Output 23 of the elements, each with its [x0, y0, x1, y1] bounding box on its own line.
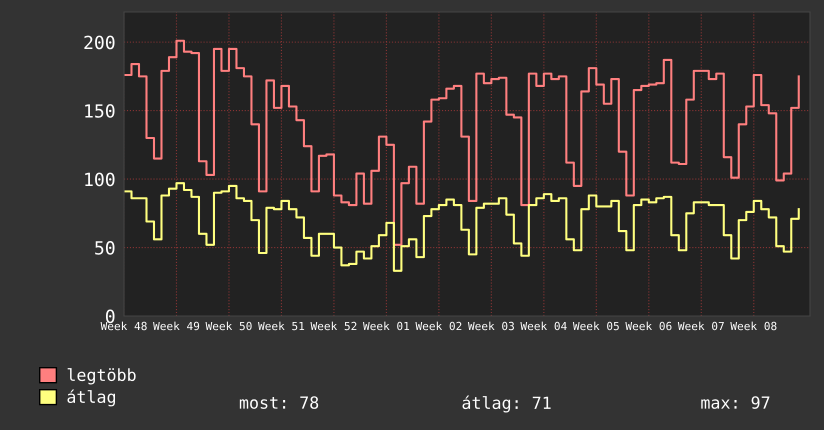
- x-tick-label: Week 04: [520, 322, 567, 330]
- x-tick-label: Week 52: [310, 322, 356, 330]
- x-tick-label: Week 07: [678, 322, 724, 330]
- legend-label: legtöbb: [68, 368, 136, 384]
- x-tick-label: Week 50: [206, 322, 252, 330]
- x-tick-label: Week 01: [362, 322, 410, 330]
- x-tick-label: Week 51: [258, 322, 304, 330]
- text: max: 97: [701, 396, 770, 409]
- x-tick-label: Week 05: [572, 322, 619, 330]
- y-tick-label: 200: [84, 36, 114, 50]
- text: most: 78: [240, 396, 318, 409]
- x-tick-label: Week 49: [153, 322, 200, 330]
- x-tick-label: Week 48: [100, 322, 147, 330]
- x-tick-label: Week 03: [468, 322, 514, 330]
- legend-label: átlag: [67, 389, 116, 406]
- y-tick-label: 150: [85, 104, 114, 118]
- y-tick-label: 50: [95, 241, 114, 255]
- text: átlag: 71: [462, 396, 551, 412]
- y-tick-label: 100: [85, 172, 114, 186]
- x-tick-label: Week 08: [730, 322, 776, 330]
- y-tick-label: 0: [106, 310, 114, 324]
- x-tick-label: Week 02: [415, 322, 462, 330]
- x-tick-label: Week 06: [625, 322, 672, 330]
